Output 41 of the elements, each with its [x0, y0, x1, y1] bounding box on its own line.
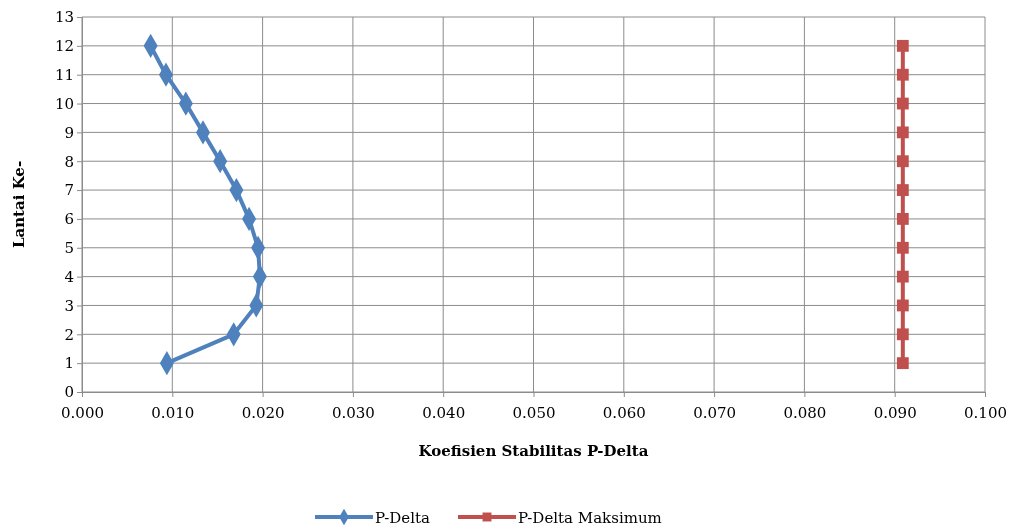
- y-tick-label: 0: [64, 383, 74, 402]
- x-tick-label: 0.070: [693, 404, 737, 422]
- y-tick-label: 1: [64, 354, 74, 373]
- x-tick-label: 0.020: [241, 404, 285, 422]
- x-tick-label: 0.010: [151, 404, 195, 422]
- point: [896, 357, 909, 370]
- point: [896, 97, 909, 110]
- y-tick-label: 12: [54, 37, 74, 56]
- y-tick-label: 8: [64, 152, 74, 171]
- x-tick-label: 0.060: [602, 404, 646, 422]
- point: [896, 241, 909, 254]
- point: [896, 155, 909, 168]
- point: [896, 299, 909, 312]
- y-tick-label: 10: [54, 94, 74, 113]
- point: [896, 184, 909, 196]
- legend-label: P-Delta Maksimum: [518, 509, 662, 527]
- y-axis-title: Lantai Ke-: [10, 160, 28, 249]
- point: [896, 270, 909, 283]
- x-axis-title: Koefisien Stabilitas P-Delta: [418, 442, 649, 460]
- y-tick-label: 2: [64, 325, 74, 344]
- point: [896, 126, 909, 139]
- point: [896, 39, 909, 52]
- point: [896, 213, 909, 225]
- x-tick-label: 0.050: [512, 404, 556, 422]
- y-tick-label: 5: [64, 239, 74, 258]
- point: [896, 328, 909, 341]
- x-tick-label: 0.080: [783, 404, 827, 422]
- legend-label: P-Delta: [375, 509, 431, 527]
- x-tick-label: 0.090: [873, 404, 917, 422]
- point: [896, 68, 909, 81]
- y-tick-label: 7: [64, 181, 74, 200]
- x-tick-label: 0.040: [422, 404, 466, 422]
- y-tick-label: 9: [64, 123, 74, 142]
- y-tick-label: 13: [54, 8, 74, 27]
- x-tick-label: 0.100: [964, 404, 1007, 422]
- x-tick-label: 0.000: [61, 404, 104, 422]
- y-tick-label: 3: [64, 296, 74, 315]
- x-tick-label: 0.030: [331, 404, 375, 422]
- y-tick-label: 11: [54, 65, 74, 84]
- y-tick-label: 6: [64, 210, 74, 229]
- y-tick-label: 4: [64, 267, 74, 286]
